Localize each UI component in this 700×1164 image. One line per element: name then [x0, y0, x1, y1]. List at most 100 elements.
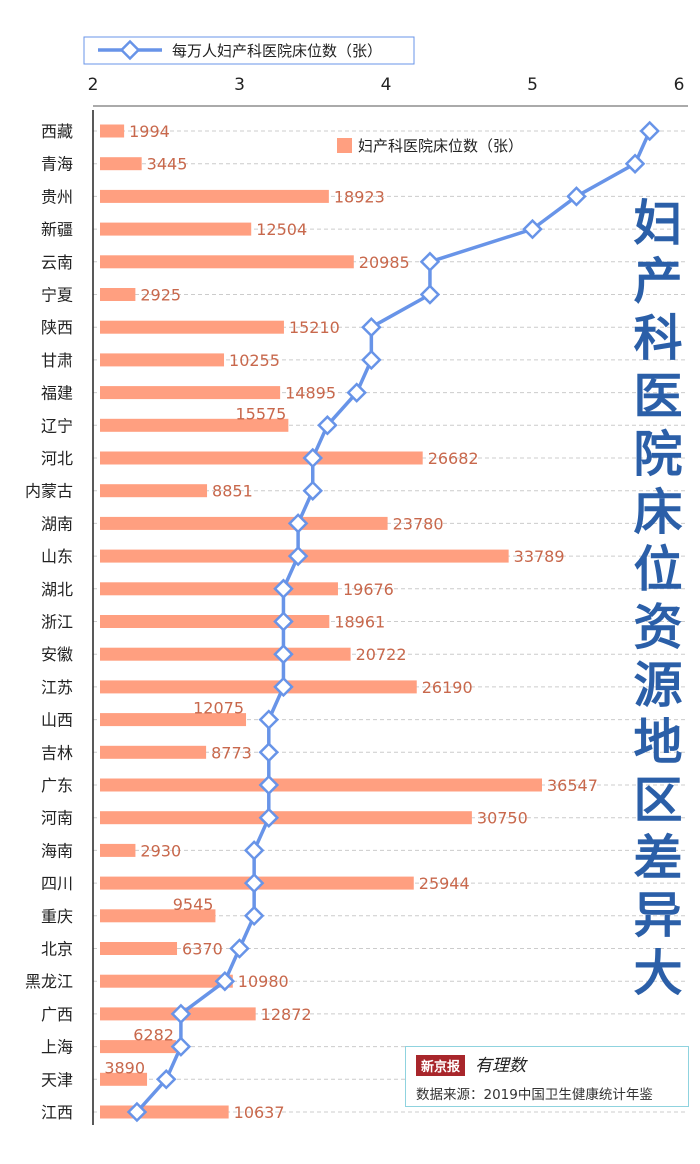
category-label: 河北	[41, 449, 73, 468]
bar-value-label: 18961	[334, 613, 385, 632]
category-label: 云南	[41, 253, 73, 272]
category-label: 上海	[41, 1038, 73, 1057]
tick-label: 2	[88, 75, 99, 95]
bar	[100, 516, 388, 530]
bar-value-label: 8851	[212, 482, 253, 501]
vertical-title-char: 地	[633, 714, 683, 772]
line-marker	[258, 742, 280, 763]
line-marker	[287, 545, 309, 567]
bar	[100, 1040, 176, 1054]
category-label: 福建	[41, 384, 73, 403]
bar	[100, 582, 338, 596]
bar	[100, 647, 351, 661]
category-label: 西藏	[41, 122, 73, 141]
bar-value-label: 10980	[238, 972, 289, 991]
bar-value-label: 30750	[477, 809, 528, 828]
line-marker	[170, 1036, 192, 1057]
bar-value-label: 2925	[140, 286, 181, 305]
bar	[100, 157, 142, 171]
source-box: 新京报 有理数 数据来源：2019中国卫生健康统计年鉴	[405, 1046, 689, 1107]
category-label: 海南	[41, 841, 73, 860]
bar-value-labels: 1994 3445 18923 12504 20985 2925 15210 10255 148…	[104, 122, 598, 1122]
category-label: 河南	[41, 809, 73, 828]
bar-value-label: 3445	[147, 155, 188, 174]
bar	[100, 222, 252, 236]
legend-bar-swatch	[337, 138, 352, 153]
category-label: 浙江	[41, 613, 73, 632]
bar	[100, 386, 281, 400]
bar	[100, 745, 207, 759]
line-marker	[170, 1003, 192, 1025]
vertical-title-char: 妇	[633, 195, 683, 252]
line-marker	[126, 1101, 148, 1123]
bar	[100, 680, 417, 694]
bar	[100, 451, 423, 465]
bar	[100, 124, 125, 138]
vertical-title-char: 位	[633, 541, 683, 599]
bar	[100, 288, 136, 301]
bar	[100, 255, 354, 269]
vertical-title-char: 院	[633, 425, 683, 483]
bar	[100, 189, 329, 203]
bar-value-label: 10255	[229, 351, 280, 370]
bar-value-label: 3890	[104, 1058, 145, 1077]
bar	[100, 1105, 229, 1119]
line-marker	[243, 905, 265, 927]
tick-label: 4	[381, 75, 392, 95]
vertical-title-char: 科	[633, 310, 683, 368]
line-marker	[243, 840, 265, 861]
legend-line-series: 每万人妇产科医院床位数（张）	[83, 36, 415, 65]
bar-value-label: 10637	[234, 1103, 285, 1122]
line-marker	[419, 284, 441, 305]
line-marker	[302, 447, 324, 469]
source-text: 数据来源：2019中国卫生健康统计年鉴	[416, 1087, 653, 1103]
bar-value-label: 6282	[133, 1026, 174, 1045]
category-label: 天津	[41, 1070, 73, 1089]
bar-value-label: 18923	[334, 187, 385, 206]
bar-value-label: 6370	[182, 940, 223, 959]
line-marker	[258, 774, 280, 796]
legend-bar-label: 妇产科医院床位数（张）	[358, 137, 523, 155]
category-label: 广东	[41, 776, 73, 795]
line-marker	[214, 970, 236, 992]
line-marker	[361, 316, 382, 338]
bar-value-label: 33789	[514, 547, 565, 566]
line-marker	[302, 480, 324, 501]
category-label: 内蒙古	[25, 482, 73, 501]
bar	[100, 778, 542, 792]
bar-series	[100, 124, 542, 1119]
vertical-title-char: 异	[633, 887, 683, 945]
category-label: 宁夏	[41, 286, 73, 305]
line-marker	[566, 186, 587, 207]
bar	[100, 843, 136, 857]
vertical-title-char: 床	[633, 483, 683, 541]
line-marker	[258, 807, 280, 828]
bar-value-label: 15210	[289, 318, 340, 337]
vertical-title-char: 医	[633, 368, 683, 426]
category-label: 黑龙江	[25, 972, 73, 991]
bar	[100, 974, 233, 988]
category-label: 江西	[41, 1103, 73, 1122]
category-label: 青海	[41, 155, 73, 174]
vertical-title-char: 源	[633, 656, 683, 714]
line-marker	[639, 120, 660, 142]
line-marker	[419, 251, 441, 273]
bar	[100, 418, 289, 432]
bar-value-label: 20722	[356, 645, 407, 664]
category-labels: 西藏青海贵州新疆云南宁夏陕西甘肃福建辽宁河北内蒙古湖南山东湖北浙江安徽江苏山西吉…	[25, 122, 73, 1122]
category-label: 湖南	[41, 514, 73, 533]
bar-value-label: 9545	[173, 895, 214, 914]
bar-value-label: 8773	[211, 743, 252, 762]
category-label: 重庆	[41, 907, 73, 926]
line-marker	[273, 643, 294, 665]
bar-value-label: 26190	[422, 678, 473, 697]
category-label: 吉林	[41, 743, 73, 762]
line-marker	[287, 513, 309, 534]
category-label: 广西	[41, 1005, 73, 1024]
line-marker	[258, 709, 280, 730]
legend-bar-series: 妇产科医院床位数（张）	[337, 137, 523, 155]
category-label: 辽宁	[41, 416, 73, 435]
tick-label: 6	[674, 75, 685, 95]
category-label: 安徽	[41, 645, 73, 664]
vertical-title-char: 区	[633, 772, 683, 830]
